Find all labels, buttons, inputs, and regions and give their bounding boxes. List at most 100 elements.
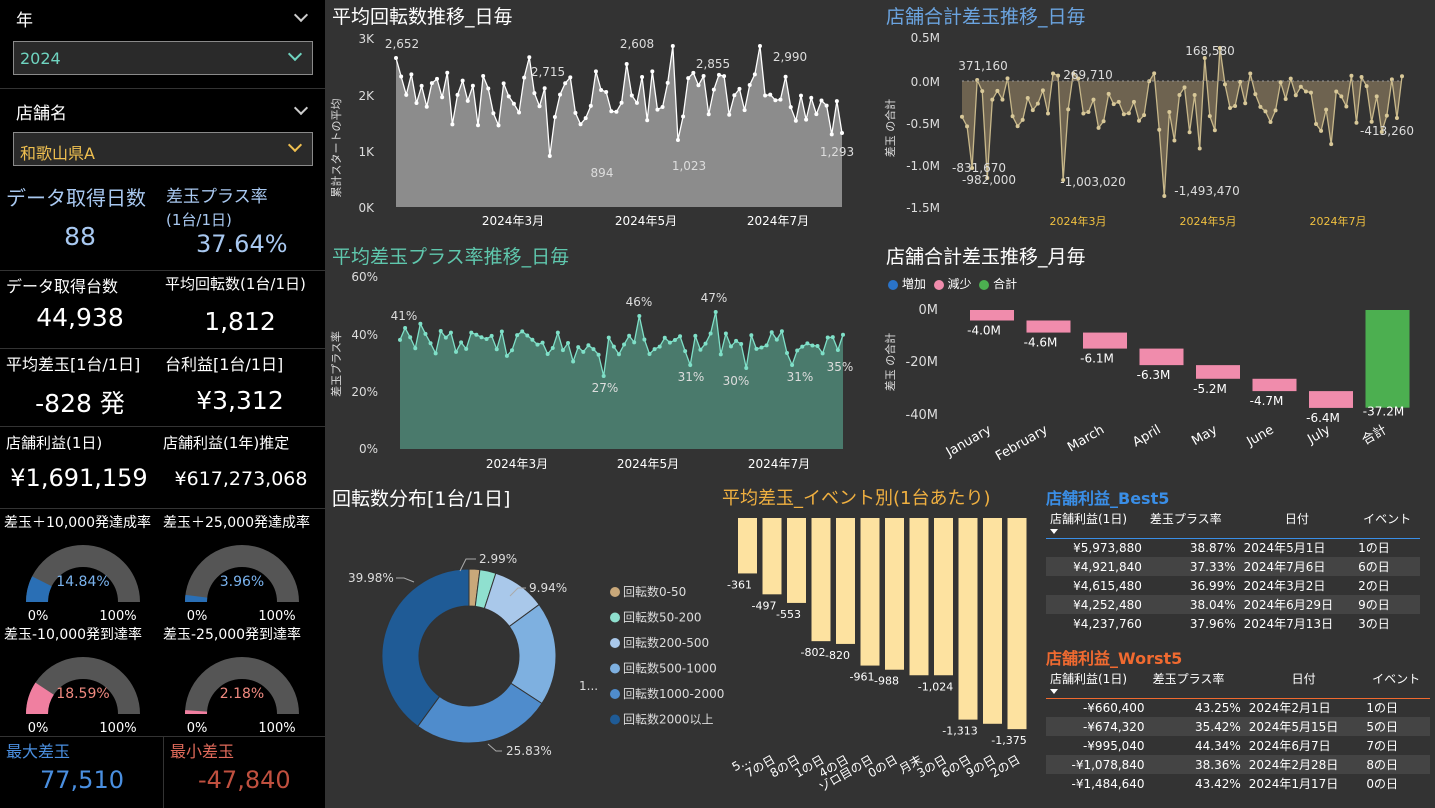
data-point — [1071, 71, 1076, 76]
data-point — [1217, 46, 1222, 50]
data-point — [718, 352, 723, 357]
waterfall-category-label: May — [1189, 422, 1220, 449]
spin-dist-chart[interactable]: 2.99% 9.94% 1... 25.83% 39.98% 回転数0-50 回転数50-2… — [326, 510, 726, 808]
column-header[interactable]: イベント — [1372, 672, 1421, 686]
series-line — [395, 45, 843, 157]
table-cell: 2024年6月7日 — [1248, 739, 1331, 753]
diff-daily-chart[interactable]: 差玉 の合計 0.5M 0.0M -0.5M -1.0M -1.5M 2024年… — [880, 28, 1435, 234]
data-point — [627, 333, 632, 338]
column-header[interactable]: 差玉プラス率 — [1149, 512, 1222, 526]
spin-daily-chart[interactable]: 累計スタートの平均 3K 2K 1K 0K 2024年3月 2024年5月 20… — [326, 28, 856, 234]
gauge-arc: 18.59% 0% 100% — [26, 657, 140, 732]
gauge-max: 100% — [258, 721, 295, 732]
event-bar — [1007, 518, 1027, 730]
table-row[interactable]: -¥674,320 35.42% 2024年5月15日 5の日 — [1046, 717, 1430, 736]
table-cell: 2024年2月28日 — [1248, 758, 1339, 772]
data-point — [542, 86, 547, 91]
table-row[interactable]: -¥1,078,840 38.36% 2024年2月28日 8の日 — [1046, 755, 1430, 774]
store-collapse-chevron-icon[interactable] — [293, 100, 309, 116]
data-point — [716, 72, 721, 77]
data-point — [1025, 95, 1030, 100]
data-point — [419, 83, 424, 88]
min-diff-label: 最小差玉 — [170, 742, 235, 761]
data-point — [814, 112, 819, 117]
data-point — [793, 118, 798, 123]
diff-monthly-chart[interactable]: 差玉 の合計 0M -20M -40M -4.0M January -4.6M Feb… — [880, 294, 1435, 480]
table-cell: 2024年5月1日 — [1243, 541, 1326, 556]
event-value-label: -988 — [874, 675, 899, 688]
column-header[interactable]: 日付 — [1291, 672, 1316, 686]
ytick: 0K — [358, 201, 375, 215]
diff-daily-series — [960, 46, 1404, 198]
data-point — [1283, 96, 1288, 101]
legend-dot-icon — [610, 714, 620, 725]
data-point — [1020, 117, 1025, 122]
donut-value-label: 25.83% — [506, 744, 552, 758]
event-value-label: -361 — [727, 578, 752, 591]
table-row[interactable]: ¥5,973,880 38.87% 2024年5月1日 1の日 — [1046, 538, 1420, 557]
waterfall-bar — [1196, 365, 1240, 379]
data-point — [632, 340, 637, 345]
waterfall-bar — [1365, 310, 1410, 408]
unit-profit-label: 台利益[1台/1日] — [165, 355, 284, 374]
diff-daily-ylabel: 差玉 の合計 — [883, 99, 897, 158]
data-point — [970, 166, 975, 170]
table-header-row: 店舗利益(1日) 差玉プラス率 日付 イベント — [1046, 668, 1430, 698]
data-point — [496, 123, 501, 128]
year-dropdown[interactable]: 2024 — [13, 41, 313, 75]
diff-monthly-legend: 増加 減少 合計 — [888, 275, 1017, 292]
data-point — [525, 333, 530, 338]
sortable-column-header[interactable]: 店舗利益(1日) — [1046, 668, 1149, 698]
table-cell: ¥4,921,840 — [1073, 559, 1142, 574]
data-point — [655, 107, 660, 112]
table-row[interactable]: -¥995,040 44.34% 2024年6月7日 7の日 — [1046, 736, 1430, 755]
table-row[interactable]: -¥660,400 43.25% 2024年2月1日 1の日 — [1046, 698, 1430, 717]
data-point — [545, 352, 550, 357]
sortable-column-header[interactable]: 店舗利益(1日) — [1046, 508, 1146, 538]
table-cell: 38.87% — [1189, 540, 1236, 555]
table-cell: 2024年6月29日 — [1243, 598, 1334, 612]
data-label: -831,670 — [952, 161, 1006, 175]
column-header[interactable]: イベント — [1363, 512, 1412, 526]
data-point — [820, 351, 825, 356]
worst5-title: 店舗利益_Worst5 — [1046, 649, 1183, 668]
data-point — [1308, 90, 1313, 95]
table-row[interactable]: -¥1,484,640 43.42% 2024年1月17日 0の日 — [1046, 774, 1430, 793]
data-point — [693, 333, 698, 338]
table-cell: -¥660,400 — [1082, 700, 1145, 715]
area-fill — [400, 312, 843, 449]
column-header[interactable]: 日付 — [1284, 512, 1309, 526]
waterfall-value-label: -4.6M — [1024, 336, 1058, 350]
event-diff-chart[interactable]: -3615...-4977の日-5538の日-8021の日-8204の日-961… — [718, 510, 1043, 808]
table-row[interactable]: ¥4,237,760 37.96% 2024年7月13日 3の日 — [1046, 614, 1420, 633]
table-cell: 0の日 — [1366, 777, 1399, 791]
data-point — [804, 117, 809, 122]
data-point — [708, 331, 713, 336]
table-row[interactable]: ¥4,252,480 38.04% 2024年6月29日 9の日 — [1046, 595, 1420, 614]
donut-legend-item: 回転数1000-2000 — [623, 686, 724, 701]
data-point — [435, 76, 440, 81]
year-collapse-chevron-icon[interactable] — [293, 7, 309, 23]
data-point — [409, 72, 414, 77]
data-point — [670, 44, 675, 48]
plus-rate-daily-chart[interactable]: 差玉プラス率 60% 40% 20% 0% 2024年3月 2024年5月 20… — [326, 268, 856, 474]
column-header[interactable]: 差玉プラス率 — [1152, 672, 1225, 686]
data-point — [460, 78, 465, 83]
data-point — [688, 363, 693, 367]
table-cell: 2024年1月17日 — [1248, 777, 1339, 791]
waterfall-value-label: -4.7M — [1250, 394, 1284, 408]
store-dropdown[interactable]: 和歌山県A — [13, 132, 313, 166]
data-point — [555, 330, 560, 335]
ytick: 1K — [358, 145, 375, 159]
unit-profit-value: ¥3,312 — [196, 386, 284, 415]
data-point — [1116, 99, 1121, 104]
data-point — [790, 363, 795, 367]
data-point — [527, 55, 532, 60]
data-point — [394, 56, 398, 60]
waterfall-value-label: -6.4M — [1306, 411, 1340, 425]
table-row[interactable]: ¥4,615,480 36.99% 2024年3月2日 2の日 — [1046, 576, 1420, 595]
table-row[interactable]: ¥4,921,840 37.33% 2024年7月6日 6の日 — [1046, 557, 1420, 576]
data-point — [540, 340, 545, 345]
xtick: 2024年7月 — [747, 214, 809, 228]
data-point — [800, 344, 805, 349]
